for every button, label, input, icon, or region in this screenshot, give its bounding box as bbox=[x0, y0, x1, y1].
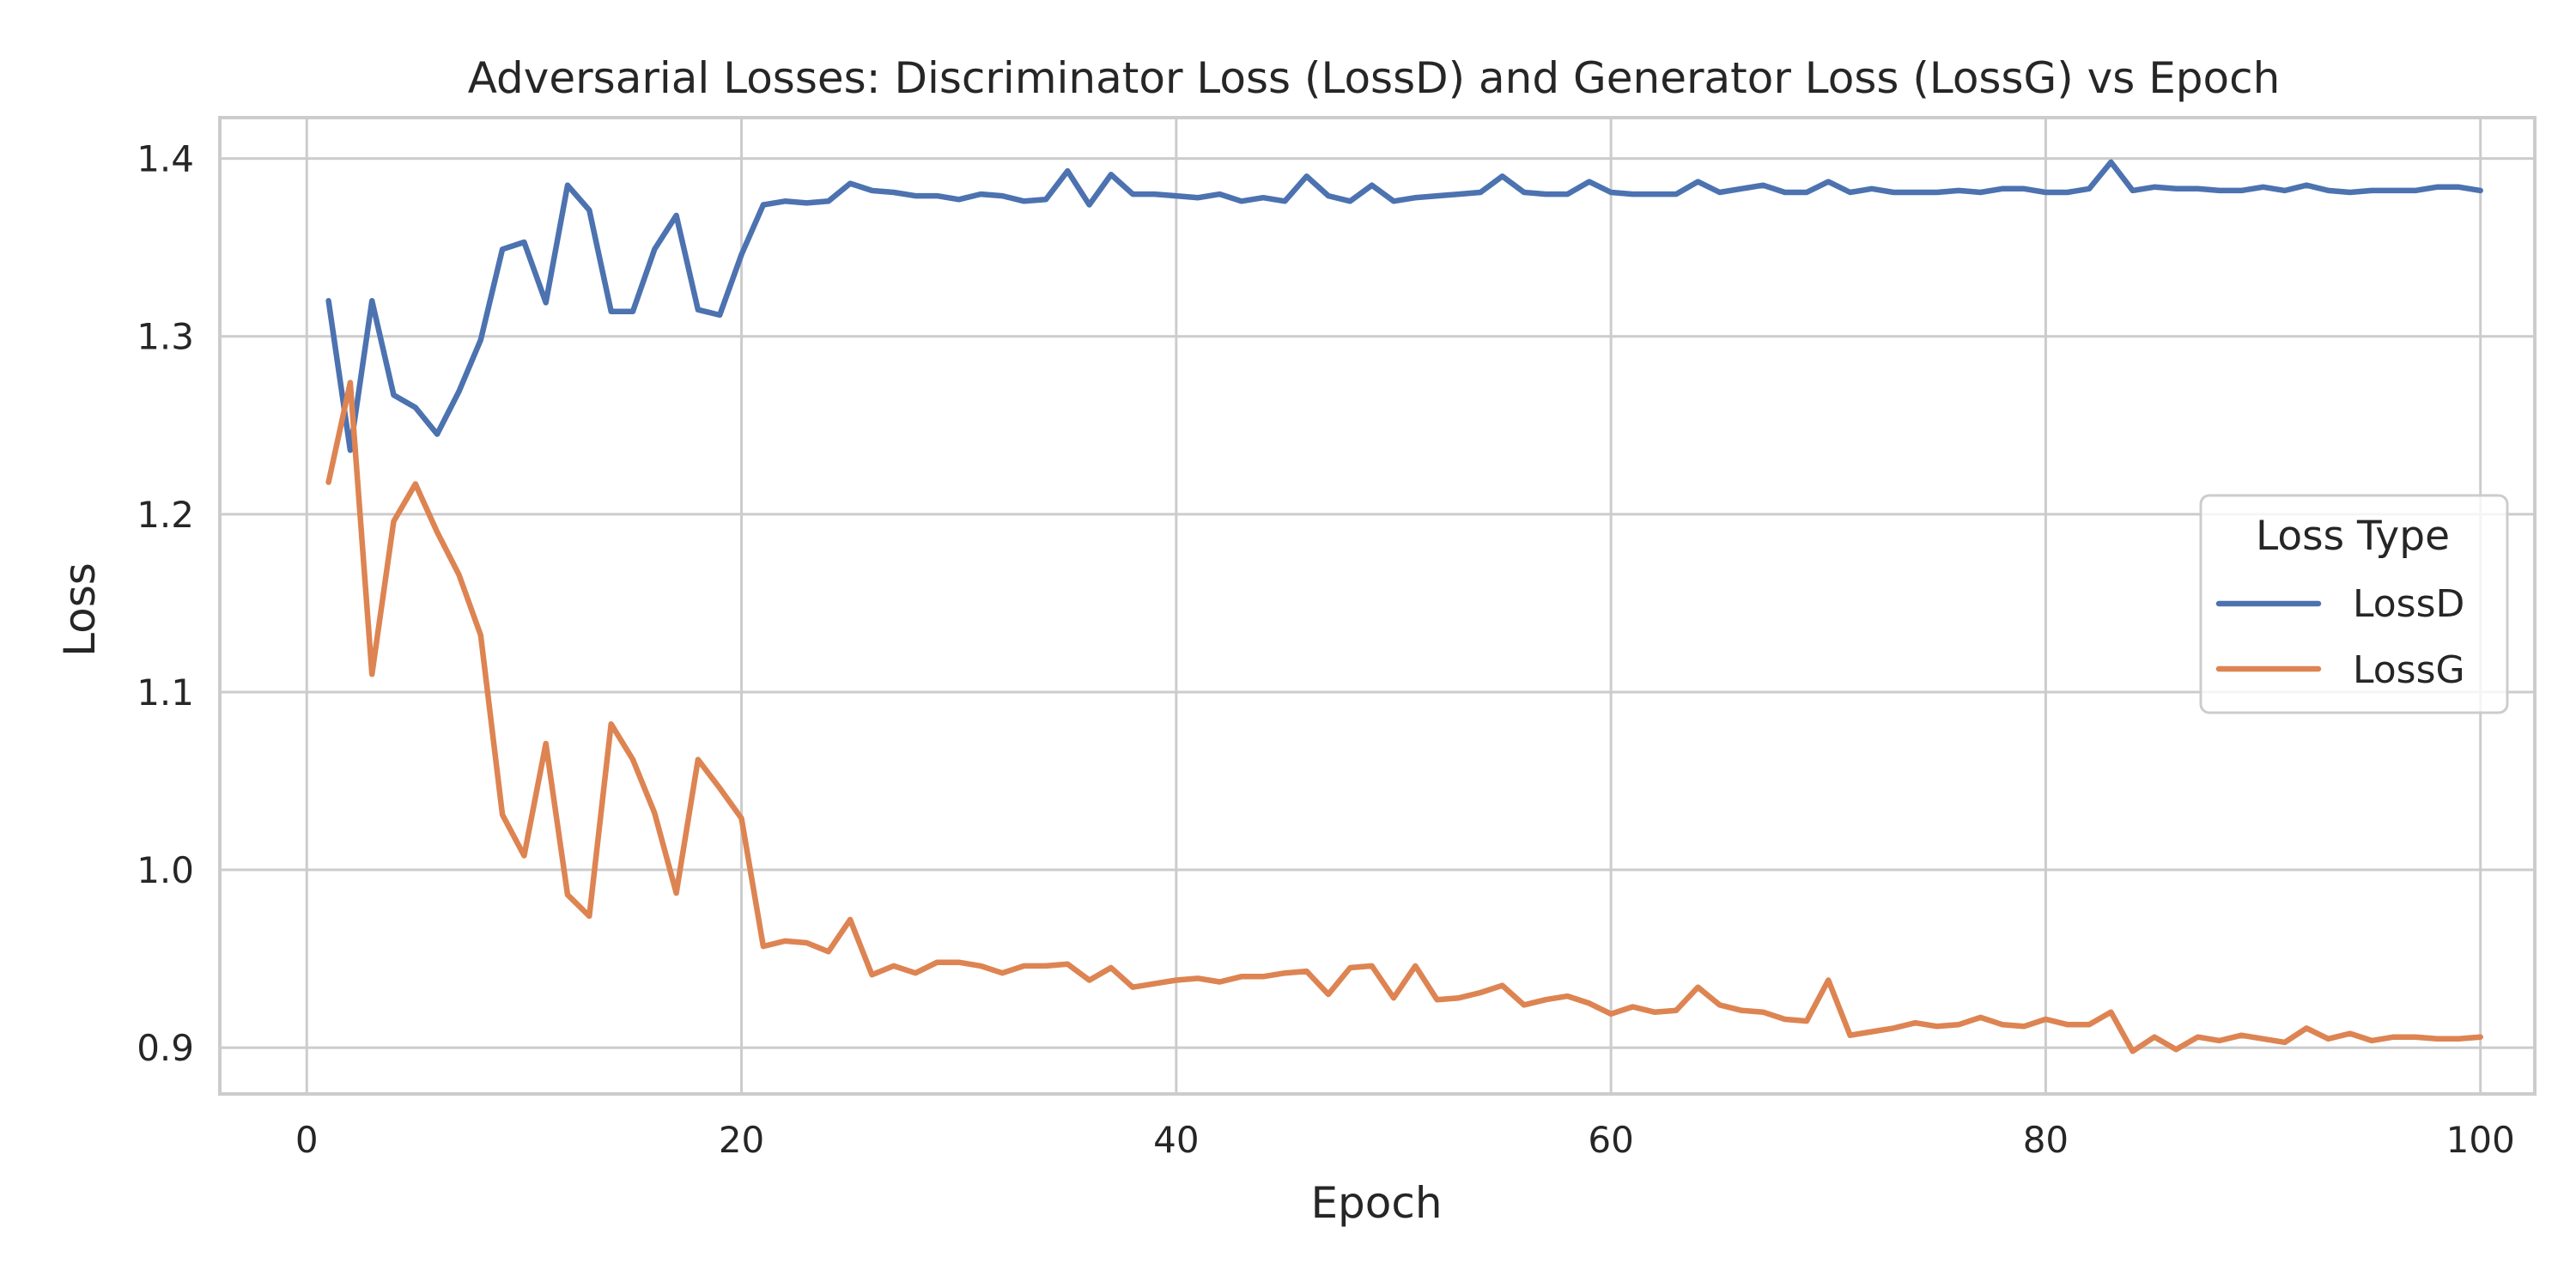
y-tick-label: 1.2 bbox=[137, 494, 194, 536]
legend-title: Loss Type bbox=[2256, 513, 2450, 560]
y-tick-labels: 0.9 1.0 1.1 1.2 1.3 1.4 bbox=[137, 138, 194, 1070]
legend-box bbox=[2199, 494, 2509, 714]
series-lines bbox=[325, 159, 2483, 1054]
y-axis-title: Loss bbox=[55, 562, 105, 657]
y-tick-label: 0.9 bbox=[137, 1027, 194, 1069]
x-tick-label: 60 bbox=[1588, 1119, 1633, 1161]
legend: Loss Type LossD LossG bbox=[2199, 494, 2509, 714]
x-tick-label: 100 bbox=[2446, 1119, 2515, 1161]
x-tick-label: 40 bbox=[1153, 1119, 1199, 1161]
y-tick-label: 1.3 bbox=[137, 316, 194, 358]
series-line-lossg bbox=[325, 380, 2483, 1054]
y-tick-label: 1.1 bbox=[137, 671, 194, 714]
x-tick-label: 0 bbox=[295, 1119, 319, 1161]
y-tick-label: 1.0 bbox=[137, 849, 194, 891]
legend-label-lossd: LossD bbox=[2353, 582, 2464, 626]
x-axis-title: Epoch bbox=[1310, 1178, 1442, 1228]
plot-frame bbox=[218, 116, 2537, 1096]
x-tick-label: 20 bbox=[719, 1119, 764, 1161]
x-tick-label: 80 bbox=[2023, 1119, 2069, 1161]
y-tick-label: 1.4 bbox=[137, 138, 194, 180]
grid-lines bbox=[220, 118, 2535, 1094]
chart-title: Adversarial Losses: Discriminator Loss (… bbox=[468, 53, 2281, 103]
x-tick-labels: 0 20 40 60 80 100 bbox=[295, 1119, 2515, 1161]
series-line-lossd bbox=[325, 159, 2483, 453]
legend-label-lossg: LossG bbox=[2353, 648, 2465, 692]
